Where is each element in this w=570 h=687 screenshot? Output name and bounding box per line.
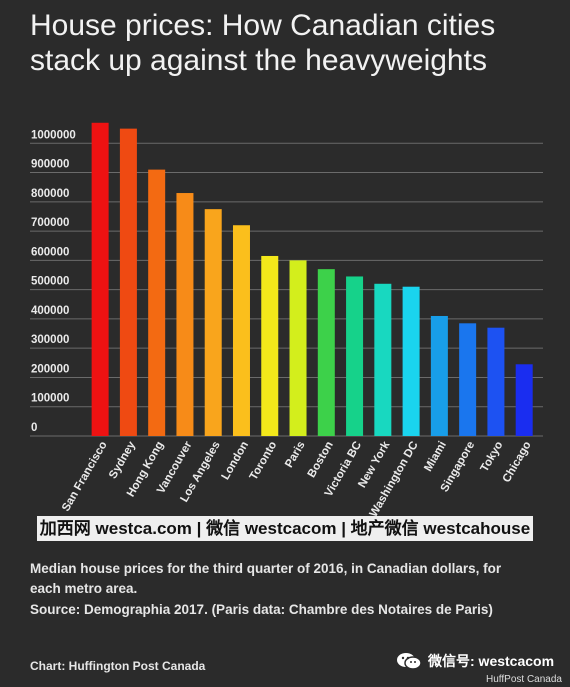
- corner-brand: HuffPost Canada: [486, 674, 562, 685]
- y-tick-label: 200000: [31, 363, 69, 375]
- chart-title: House prices: How Canadian cities stack …: [30, 9, 496, 77]
- chart-caption: Median house prices for the third quarte…: [30, 561, 502, 596]
- y-tick-label: 1000000: [31, 129, 76, 141]
- bar: [402, 286, 420, 436]
- bar: [346, 276, 364, 436]
- wechat-icon: [396, 652, 422, 670]
- x-tick-label: Toronto: [248, 440, 280, 483]
- x-tick-label: London: [220, 440, 251, 483]
- x-tick-label: Paris: [283, 440, 307, 470]
- y-tick-label: 600000: [31, 246, 69, 258]
- x-tick-label: San Francisco: [60, 440, 110, 514]
- y-tick-label: 500000: [31, 276, 69, 288]
- bar: [317, 269, 335, 436]
- y-tick-label: 700000: [31, 217, 69, 229]
- bar: [374, 283, 392, 436]
- x-tick-label: Chicago: [501, 440, 534, 485]
- bar-chart: 1000000900000800000700000600000500000400…: [30, 122, 543, 519]
- watermark-banner: 加西网 westca.com | 微信 westcacom | 地产微信 wes…: [37, 516, 533, 541]
- bar: [289, 260, 307, 436]
- bar: [261, 255, 279, 436]
- y-tick-label: 400000: [31, 305, 69, 317]
- y-tick-label: 300000: [31, 334, 69, 346]
- wechat-account: 微信号: westcacom: [396, 651, 554, 671]
- chart-source: Source: Demographia 2017. (Paris data: C…: [30, 602, 493, 617]
- bar: [487, 327, 505, 436]
- y-tick-label: 100000: [31, 393, 69, 405]
- x-tick-label: Sydney: [107, 439, 138, 481]
- y-tick-label: 900000: [31, 159, 69, 171]
- x-tick-label: Miami: [422, 440, 449, 474]
- bar: [119, 128, 137, 437]
- bar: [176, 193, 194, 436]
- chart-credit: Chart: Huffington Post Canada: [30, 659, 206, 673]
- bar: [204, 209, 222, 436]
- bar: [91, 122, 109, 437]
- bar: [430, 315, 448, 436]
- bar: [232, 225, 250, 436]
- x-tick-label: Tokyo: [479, 440, 506, 475]
- bar: [459, 323, 477, 436]
- bar: [515, 364, 533, 436]
- bar: [148, 169, 166, 437]
- wechat-id: 微信号: westcacom: [428, 653, 555, 669]
- y-tick-label: 0: [31, 422, 37, 434]
- y-tick-label: 800000: [31, 188, 69, 200]
- x-tick-label: Boston: [306, 440, 336, 480]
